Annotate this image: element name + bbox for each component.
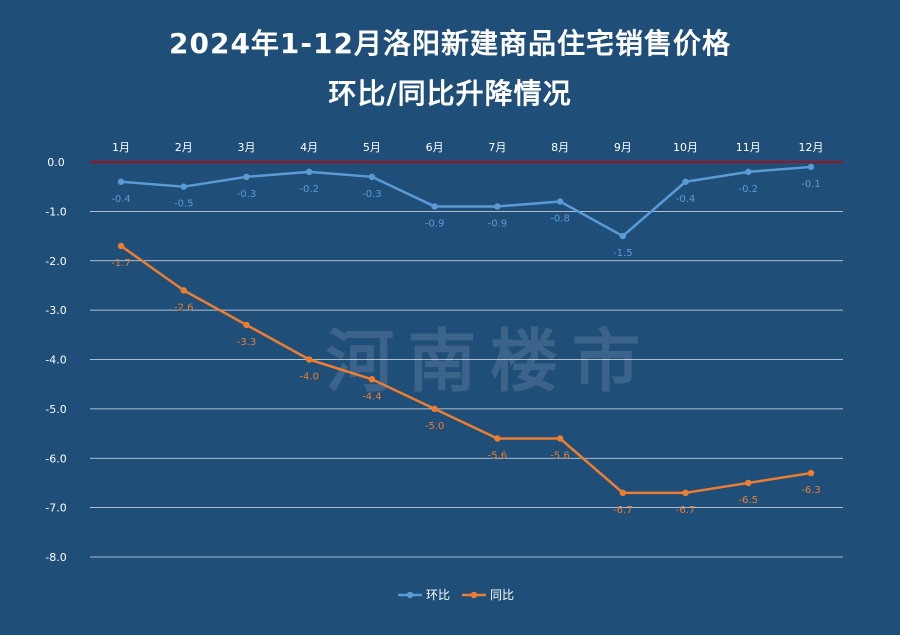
data-point: [682, 489, 689, 497]
x-tick-label: 2月: [175, 141, 193, 154]
x-tick-label: 9月: [614, 141, 632, 154]
y-tick-label: -7.0: [45, 502, 66, 515]
data-point: [431, 405, 438, 413]
data-label: -0.2: [739, 184, 759, 195]
data-label: -1.5: [613, 248, 633, 259]
data-point: [180, 183, 187, 190]
data-point: [745, 168, 752, 176]
data-point: [368, 173, 376, 181]
y-tick-label: -1.0: [45, 205, 66, 218]
watermark-text: 河南楼市: [326, 323, 654, 402]
series-line-yoy: [120, 244, 812, 495]
x-tick-label: 10月: [673, 141, 698, 154]
data-point: [180, 287, 187, 294]
data-label: -6.7: [613, 505, 633, 516]
data-label: -0.1: [801, 179, 821, 190]
legend-swatch-marker: [470, 591, 478, 599]
data-label: -5.6: [550, 451, 570, 462]
y-tick-label: -3.0: [45, 304, 66, 317]
data-label: -0.4: [111, 194, 131, 205]
data-label: -0.3: [362, 189, 382, 200]
data-label: -0.9: [488, 218, 508, 229]
data-label: -1.7: [111, 258, 131, 269]
x-tick-label: 12月: [799, 141, 824, 154]
x-tick-label: 11月: [736, 141, 761, 154]
data-point: [305, 356, 313, 363]
x-tick-label: 1月: [112, 141, 130, 154]
data-point: [619, 489, 627, 497]
data-point: [494, 203, 501, 210]
data-label: -0.3: [237, 189, 257, 200]
data-label: -4.0: [299, 372, 319, 383]
data-label: -0.2: [299, 184, 319, 195]
x-tick-label: 8月: [551, 141, 569, 154]
data-label: -3.3: [237, 337, 257, 348]
y-tick-label: -8.0: [45, 551, 66, 564]
data-point: [556, 198, 564, 205]
data-point: [117, 178, 125, 185]
chart-subtitle: 环比/同比升降情况: [328, 77, 572, 110]
data-label: -2.6: [174, 302, 194, 313]
legend-swatch-marker: [406, 591, 414, 599]
x-tick-label: 6月: [426, 141, 444, 154]
chart-title: 2024年1-12月洛阳新建商品住宅销售价格: [169, 27, 731, 60]
legend-label: 同比: [490, 588, 514, 602]
x-tick-label: 5月: [363, 141, 381, 154]
data-point: [243, 321, 250, 329]
data-label: -6.5: [739, 495, 759, 506]
y-tick-label: 0.0: [47, 156, 65, 169]
y-tick-label: -2.0: [45, 255, 66, 268]
y-tick-label: -6.0: [45, 452, 66, 465]
legend-label: 环比: [426, 588, 450, 602]
x-tick-label: 7月: [488, 141, 506, 154]
data-point: [117, 242, 125, 250]
data-label: -6.3: [801, 485, 821, 496]
data-label: -6.7: [676, 505, 696, 516]
data-point: [431, 203, 438, 210]
x-tick-label: 4月: [300, 141, 318, 154]
data-point: [368, 376, 376, 383]
x-tick-label: 3月: [237, 141, 255, 154]
y-tick-label: -4.0: [45, 354, 66, 367]
data-point: [745, 479, 752, 487]
data-point: [619, 232, 627, 240]
data-point: [243, 173, 250, 181]
data-label: -0.5: [174, 199, 194, 210]
data-point: [494, 435, 501, 442]
data-label: -4.4: [362, 391, 382, 402]
data-label: -5.0: [425, 421, 445, 432]
y-tick-label: -5.0: [45, 403, 66, 416]
data-point: [556, 435, 564, 442]
data-label: -5.6: [488, 451, 508, 462]
data-label: -0.4: [676, 194, 696, 205]
data-label: -0.8: [550, 214, 570, 225]
data-point: [807, 163, 815, 171]
data-label: -0.9: [425, 218, 445, 229]
data-point: [807, 469, 815, 477]
series-line-mom: [120, 165, 812, 238]
data-point: [682, 178, 689, 185]
data-point: [305, 168, 313, 176]
